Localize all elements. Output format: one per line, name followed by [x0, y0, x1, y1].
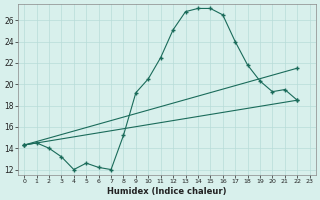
X-axis label: Humidex (Indice chaleur): Humidex (Indice chaleur) [107, 187, 227, 196]
